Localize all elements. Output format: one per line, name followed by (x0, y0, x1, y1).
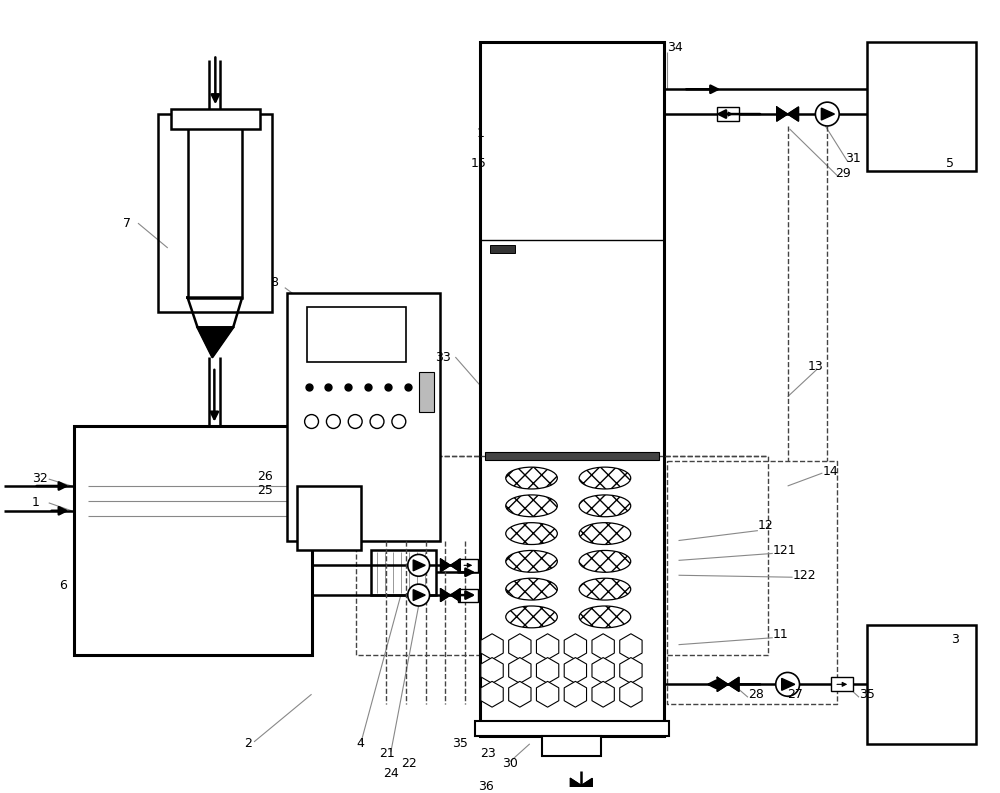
Bar (297, 486, 361, 550)
Text: 13: 13 (807, 361, 823, 374)
Polygon shape (777, 107, 799, 121)
Text: 25: 25 (257, 485, 273, 497)
Bar (371, 550, 436, 595)
Bar (490, 245, 515, 253)
Text: 22: 22 (401, 757, 417, 770)
Ellipse shape (579, 606, 631, 628)
Polygon shape (570, 779, 592, 792)
Text: 28: 28 (748, 688, 764, 701)
Ellipse shape (506, 495, 557, 517)
Bar (74, 427, 312, 654)
Ellipse shape (579, 578, 631, 600)
Circle shape (776, 672, 800, 696)
Text: 121: 121 (773, 544, 796, 557)
Bar (475, 721, 669, 736)
Text: 14: 14 (822, 465, 838, 477)
Ellipse shape (506, 578, 557, 600)
Circle shape (815, 102, 839, 126)
Text: 12: 12 (758, 519, 774, 532)
Ellipse shape (506, 467, 557, 489)
Polygon shape (198, 328, 233, 357)
Text: 3: 3 (951, 634, 959, 646)
Ellipse shape (579, 550, 631, 573)
Circle shape (370, 415, 384, 428)
Text: 31: 31 (845, 152, 861, 165)
Bar (419, 372, 434, 412)
Bar (480, 42, 664, 736)
Text: 1: 1 (32, 496, 40, 509)
Bar (867, 42, 976, 170)
Bar (307, 308, 406, 362)
Ellipse shape (579, 495, 631, 517)
Circle shape (408, 584, 430, 606)
Bar (458, 589, 478, 602)
Bar (867, 625, 976, 744)
Text: 122: 122 (793, 569, 816, 582)
Ellipse shape (506, 606, 557, 628)
Text: 33: 33 (436, 351, 451, 363)
Text: 24: 24 (383, 767, 399, 780)
Polygon shape (413, 560, 425, 571)
Bar (458, 559, 478, 573)
Bar (188, 124, 242, 297)
Text: 26: 26 (257, 469, 273, 483)
Bar (542, 736, 601, 756)
Bar (158, 114, 272, 312)
Bar (831, 677, 853, 691)
Text: 1: 1 (476, 128, 484, 140)
Circle shape (348, 415, 362, 428)
Circle shape (408, 554, 430, 577)
Text: 29: 29 (835, 167, 851, 180)
Text: 23: 23 (480, 747, 496, 760)
Text: 7: 7 (123, 216, 131, 230)
Circle shape (326, 415, 340, 428)
Text: 35: 35 (452, 737, 468, 750)
Text: 8: 8 (270, 276, 278, 289)
Polygon shape (717, 677, 739, 691)
Text: 30: 30 (502, 757, 518, 770)
Text: 21: 21 (379, 747, 395, 760)
Polygon shape (413, 590, 425, 600)
Polygon shape (440, 588, 460, 602)
Polygon shape (188, 297, 242, 328)
Text: 35: 35 (859, 688, 875, 701)
Ellipse shape (506, 523, 557, 545)
Text: 6: 6 (59, 579, 67, 592)
Polygon shape (440, 559, 460, 572)
Bar (287, 293, 440, 541)
Ellipse shape (506, 550, 557, 573)
Circle shape (392, 415, 406, 428)
Circle shape (305, 415, 319, 428)
Polygon shape (821, 108, 834, 120)
Text: 2: 2 (244, 737, 252, 750)
Text: 36: 36 (478, 780, 494, 793)
Polygon shape (782, 678, 795, 690)
Text: 5: 5 (946, 157, 954, 170)
Text: 11: 11 (773, 628, 788, 642)
Bar (717, 107, 739, 121)
Text: 27: 27 (788, 688, 803, 701)
Text: 32: 32 (32, 472, 48, 485)
Ellipse shape (579, 523, 631, 545)
Bar (171, 109, 260, 129)
Ellipse shape (579, 467, 631, 489)
Text: 4: 4 (356, 737, 364, 750)
Text: 15: 15 (470, 157, 486, 170)
Text: 34: 34 (667, 41, 682, 54)
Bar (485, 452, 659, 460)
